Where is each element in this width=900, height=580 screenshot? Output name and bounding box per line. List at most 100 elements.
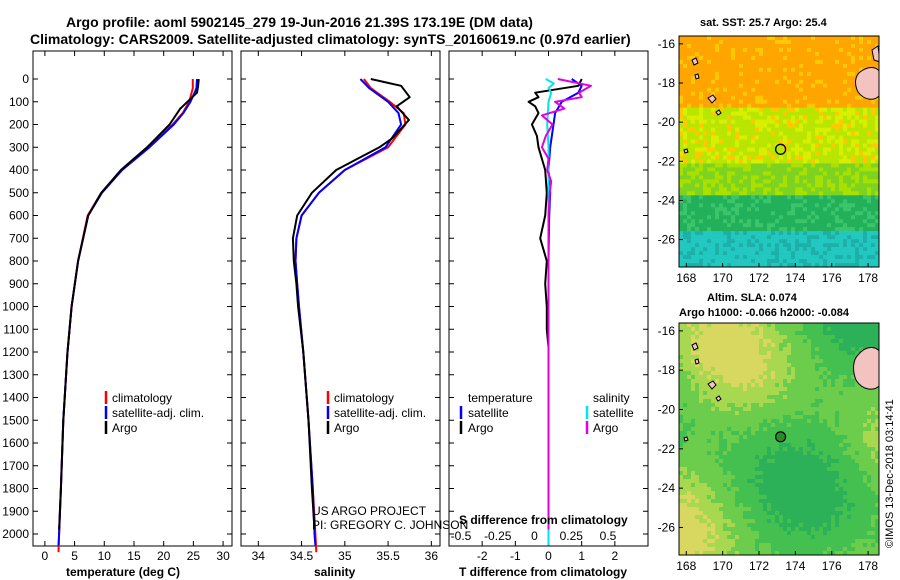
heatmap-cell (747, 207, 752, 212)
heatmap-cell (703, 235, 708, 240)
heatmap-cell (787, 139, 792, 144)
heatmap-cell (791, 95, 796, 101)
heatmap-cell (711, 39, 716, 45)
heatmap-cell (811, 423, 816, 428)
heatmap-cell (707, 87, 712, 93)
heatmap-cell (687, 211, 692, 216)
heatmap-cell (803, 395, 808, 400)
heatmap-cell (787, 127, 792, 132)
heatmap-cell (851, 419, 856, 424)
heatmap-cell (755, 255, 760, 260)
heatmap-cell (811, 171, 816, 176)
heatmap-cell (799, 451, 804, 456)
heatmap-cell (843, 107, 848, 112)
heatmap-cell (823, 251, 828, 256)
heatmap-cell (875, 263, 879, 267)
heatmap-cell (763, 391, 768, 396)
heatmap-cell (855, 223, 860, 228)
heatmap-cell (755, 235, 760, 240)
heatmap-cell (795, 167, 800, 172)
heatmap-cell (739, 423, 744, 428)
heatmap-cell (799, 39, 804, 45)
heatmap-cell (771, 387, 776, 392)
heatmap-cell (843, 63, 848, 69)
heatmap-cell (867, 103, 872, 108)
t-difference-x-label: T difference from climatology (459, 565, 627, 579)
heatmap-cell (755, 219, 760, 224)
lon-tick-label: 172 (749, 271, 769, 285)
heatmap-cell (851, 155, 856, 160)
heatmap-cell (871, 339, 876, 344)
heatmap-cell (787, 359, 792, 364)
heatmap-cell (843, 123, 848, 128)
heatmap-cell (799, 251, 804, 256)
heatmap-cell (711, 183, 716, 188)
heatmap-cell (799, 36, 804, 41)
heatmap-cell (803, 227, 808, 232)
heatmap-cell (719, 131, 724, 136)
heatmap-cell (723, 123, 728, 128)
heatmap-cell (823, 403, 828, 408)
heatmap-cell (807, 99, 812, 104)
heatmap-cell (747, 227, 752, 232)
heatmap-cell (687, 251, 692, 256)
heatmap-cell (787, 123, 792, 128)
heatmap-cell (723, 415, 728, 420)
heatmap-cell (779, 135, 784, 140)
heatmap-cell (815, 115, 820, 120)
heatmap-cell (855, 259, 860, 264)
heatmap-cell (871, 171, 876, 176)
heatmap-cell (791, 247, 796, 252)
heatmap-cell (703, 403, 708, 408)
heatmap-cell (699, 331, 704, 336)
heatmap-cell (775, 47, 780, 53)
heatmap-cell (783, 203, 788, 208)
heatmap-cell (759, 91, 764, 97)
heatmap-cell (867, 399, 872, 404)
heatmap-cell (691, 223, 696, 228)
heatmap-cell (687, 227, 692, 232)
heatmap-cell (851, 351, 856, 356)
heatmap-cell (707, 183, 712, 188)
heatmap-cell (723, 43, 728, 49)
heatmap-cell (835, 95, 840, 101)
heatmap-cell (863, 55, 868, 61)
heatmap-cell (767, 155, 772, 160)
heatmap-cell (779, 91, 784, 97)
heatmap-cell (795, 91, 800, 97)
heatmap-cell (855, 323, 860, 328)
heatmap-cell (691, 383, 696, 388)
heatmap-cell (683, 375, 688, 380)
heatmap-cell (803, 255, 808, 260)
heatmap-cell (771, 191, 776, 196)
heatmap-cell (827, 171, 832, 176)
heatmap-cell (783, 403, 788, 408)
heatmap-cell (855, 211, 860, 216)
heatmap-cell (875, 395, 879, 400)
heatmap-cell (863, 399, 868, 404)
heatmap-cell (795, 359, 800, 364)
heatmap-cell (799, 435, 804, 440)
heatmap-cell (831, 399, 836, 404)
heatmap-cell (727, 183, 732, 188)
heatmap-cell (771, 83, 776, 89)
heatmap-cell (791, 195, 796, 200)
heatmap-cell (751, 375, 756, 380)
heatmap-cell (795, 79, 800, 85)
heatmap-cell (699, 459, 704, 464)
heatmap-cell (731, 395, 736, 400)
heatmap-cell (779, 95, 784, 101)
heatmap-cell (743, 331, 748, 336)
heatmap-cell (695, 123, 700, 128)
heatmap-cell (831, 335, 836, 340)
heatmap-cell (855, 135, 860, 140)
heatmap-cell (783, 187, 788, 192)
heatmap-cell (739, 379, 744, 384)
heatmap-cell (799, 399, 804, 404)
heatmap-cell (803, 459, 808, 464)
heatmap-cell (843, 83, 848, 89)
heatmap-cell (759, 331, 764, 336)
heatmap-cell (831, 439, 836, 444)
heatmap-cell (831, 403, 836, 408)
heatmap-cell (795, 387, 800, 392)
